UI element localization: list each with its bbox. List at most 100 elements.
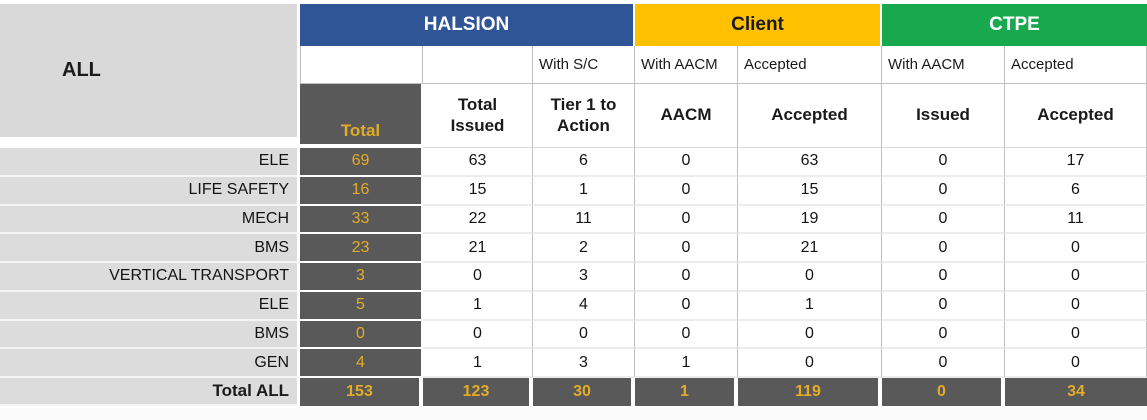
cell[interactable]: 0 <box>1005 349 1147 378</box>
cell[interactable]: 17 <box>1005 148 1147 177</box>
row-label[interactable]: ELE <box>0 291 300 321</box>
cell-total[interactable]: 33 <box>300 205 423 235</box>
cell[interactable]: 0 <box>882 349 1005 378</box>
table-row-bms: BMS 23 21 2 0 21 0 0 <box>0 234 1147 263</box>
column-header-total[interactable]: Total <box>300 84 423 144</box>
total-cell[interactable]: 123 <box>423 378 533 406</box>
cell[interactable]: 3 <box>533 263 635 292</box>
subheader-cell-accepted[interactable]: Accepted <box>738 46 882 84</box>
cell[interactable]: 0 <box>738 349 882 378</box>
cell[interactable]: 0 <box>882 148 1005 177</box>
cell[interactable]: 0 <box>882 320 1005 350</box>
cell[interactable]: 1 <box>423 291 533 321</box>
cell[interactable]: 22 <box>423 205 533 235</box>
cell-total[interactable]: 16 <box>300 176 423 206</box>
column-header-tier1-action[interactable]: Tier 1 to Action <box>533 84 635 148</box>
total-row-label[interactable]: Total ALL <box>0 378 300 406</box>
cell[interactable]: 21 <box>738 234 882 263</box>
subheader-cell-with-aacm[interactable]: With AACM <box>882 46 1005 84</box>
cell[interactable]: 0 <box>533 320 635 350</box>
cell-total[interactable]: 3 <box>300 263 423 292</box>
cell[interactable]: 15 <box>738 176 882 206</box>
column-header-accepted-client[interactable]: Accepted <box>738 84 882 148</box>
total-cell[interactable]: 1 <box>635 378 738 406</box>
subheader-cell-with-aacm[interactable]: With AACM <box>635 46 738 84</box>
cell-total[interactable]: 5 <box>300 291 423 321</box>
total-cell[interactable]: 30 <box>533 378 635 406</box>
cell[interactable]: 0 <box>882 205 1005 235</box>
column-header-total-issued[interactable]: Total Issued <box>423 84 533 148</box>
cell[interactable]: 0 <box>635 148 738 177</box>
cell-total[interactable]: 69 <box>300 148 423 177</box>
cell[interactable]: 19 <box>738 205 882 235</box>
row-label[interactable]: BMS <box>0 234 300 263</box>
cell[interactable]: 15 <box>423 176 533 206</box>
cell[interactable]: 0 <box>635 176 738 206</box>
cell[interactable]: 2 <box>533 234 635 263</box>
group-header-halsion[interactable]: HALSION <box>300 4 635 46</box>
total-cell[interactable]: 34 <box>1005 378 1147 406</box>
cell[interactable]: 63 <box>423 148 533 177</box>
row-label[interactable]: ELE <box>0 148 300 177</box>
cell-total[interactable]: 4 <box>300 349 423 378</box>
row-label[interactable]: VERTICAL TRANSPORT <box>0 263 300 292</box>
group-header-ctpe[interactable]: CTPE <box>882 4 1147 46</box>
cell[interactable]: 3 <box>533 349 635 378</box>
total-cell[interactable]: 119 <box>738 378 882 406</box>
cell[interactable]: 0 <box>1005 234 1147 263</box>
subheader-cell-with-sc[interactable]: With S/C <box>533 46 635 84</box>
subheader-cell[interactable] <box>423 46 533 84</box>
cell[interactable]: 11 <box>1005 205 1147 235</box>
column-header-aacm[interactable]: AACM <box>635 84 738 148</box>
column-header-accepted-ctpe[interactable]: Accepted <box>1005 84 1147 148</box>
total-cell[interactable]: 0 <box>882 378 1005 406</box>
table-row-vertical-transport: VERTICAL TRANSPORT 3 0 3 0 0 0 0 <box>0 263 1147 292</box>
cell[interactable]: 0 <box>635 205 738 235</box>
total-cell[interactable]: 153 <box>300 378 423 406</box>
scope-label[interactable]: ALL <box>0 4 300 137</box>
cell-total[interactable]: 23 <box>300 234 423 263</box>
cell[interactable]: 0 <box>1005 291 1147 321</box>
row-label[interactable]: GEN <box>0 349 300 378</box>
cell[interactable]: 0 <box>738 263 882 292</box>
cell[interactable]: 4 <box>533 291 635 321</box>
cell[interactable]: 6 <box>533 148 635 177</box>
cell[interactable]: 0 <box>882 291 1005 321</box>
group-header-client[interactable]: Client <box>635 4 882 46</box>
corner-area: ALL <box>0 4 300 148</box>
cell[interactable]: 0 <box>1005 320 1147 350</box>
column-header-row: Total Total Issued Tier 1 to Action AACM… <box>300 84 1147 148</box>
cell[interactable]: 0 <box>423 263 533 292</box>
row-label[interactable]: BMS <box>0 320 300 350</box>
cell[interactable]: 0 <box>882 263 1005 292</box>
subheader-cell-accepted[interactable]: Accepted <box>1005 46 1147 84</box>
cell[interactable]: 0 <box>635 234 738 263</box>
group-header-row: HALSION Client CTPE <box>300 4 1147 46</box>
row-label[interactable]: LIFE SAFETY <box>0 176 300 206</box>
cell[interactable]: 0 <box>635 291 738 321</box>
subheader-cell[interactable] <box>300 46 423 84</box>
cell[interactable]: 1 <box>738 291 882 321</box>
cell[interactable]: 11 <box>533 205 635 235</box>
cell[interactable]: 6 <box>1005 176 1147 206</box>
cell[interactable]: 0 <box>423 320 533 350</box>
table-row-gen: GEN 4 1 3 1 0 0 0 <box>0 349 1147 378</box>
cell[interactable]: 0 <box>738 320 882 350</box>
cell[interactable]: 0 <box>882 176 1005 206</box>
cell[interactable]: 63 <box>738 148 882 177</box>
cell[interactable]: 0 <box>1005 263 1147 292</box>
cell[interactable]: 1 <box>423 349 533 378</box>
table-row-ele2: ELE 5 1 4 0 1 0 0 <box>0 291 1147 321</box>
cell[interactable]: 0 <box>635 263 738 292</box>
cell[interactable]: 0 <box>635 320 738 350</box>
table-header: ALL HALSION Client CTPE With S/C With AA… <box>0 4 1147 148</box>
cell-total[interactable]: 0 <box>300 320 423 350</box>
column-header-issued-ctpe[interactable]: Issued <box>882 84 1005 148</box>
row-label[interactable]: MECH <box>0 205 300 235</box>
cell[interactable]: 0 <box>882 234 1005 263</box>
cell[interactable]: 21 <box>423 234 533 263</box>
subheader-row: With S/C With AACM Accepted With AACM Ac… <box>300 46 1147 84</box>
cell[interactable]: 1 <box>635 349 738 378</box>
cell[interactable]: 1 <box>533 176 635 206</box>
